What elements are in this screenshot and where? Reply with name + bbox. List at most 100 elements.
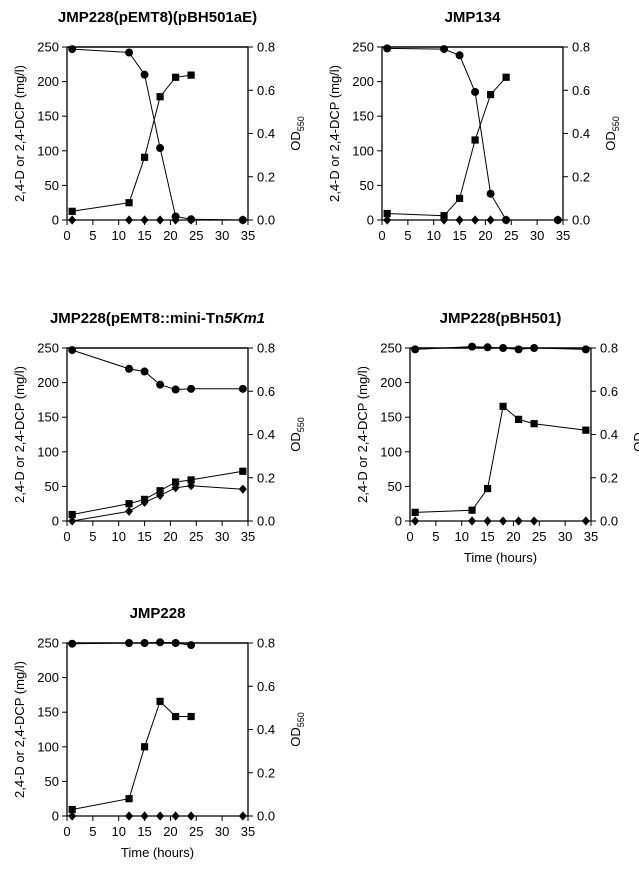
right-y-tick-label: 0.8 [600, 341, 618, 356]
left-y-tick-label: 150 [37, 705, 59, 720]
left-y-tick-label: 50 [360, 178, 374, 193]
data-point-circle [171, 639, 180, 647]
left-y-axis-label: 2,4-D or 2,4-DCP (mg/l) [12, 366, 27, 503]
x-tick-label: 0 [63, 228, 70, 243]
x-tick-label: 20 [163, 824, 177, 839]
data-point-diamond [140, 497, 149, 507]
data-point-diamond [553, 215, 562, 225]
chart-panel-1: JMP228(pEMT8)(pBH501aE) 0 5 10 15 20 25 30 35 0 50… [12, 9, 306, 243]
right-y-tick-label: 0.0 [257, 213, 275, 228]
data-point-square [156, 487, 164, 495]
data-point-square [582, 426, 590, 434]
data-point-circle [156, 144, 165, 153]
data-point-diamond [171, 483, 180, 493]
data-point-square [140, 743, 149, 751]
x-tick-label: 35 [584, 529, 598, 544]
left-y-tick-label: 150 [37, 109, 59, 124]
data-point-circle [440, 45, 449, 54]
right-y-tick-label: 0.4 [257, 126, 275, 141]
x-tick-label: 15 [137, 228, 151, 243]
data-point-circle [238, 384, 247, 393]
right-y-tick-label: 0.6 [257, 83, 275, 98]
x-tick-label: 5 [404, 228, 411, 243]
chart-title-text: JMP228 [130, 605, 186, 622]
left-y-tick-label: 250 [37, 636, 59, 651]
x-tick-label: 0 [63, 529, 70, 544]
data-point-diamond [68, 215, 77, 225]
data-point-square [187, 712, 195, 721]
data-point-diamond [502, 215, 511, 225]
data-point-diamond [383, 215, 392, 225]
data-point-square [140, 153, 149, 161]
data-point-diamond [187, 811, 196, 821]
x-tick-label: 0 [378, 228, 385, 243]
data-point-square [468, 506, 476, 514]
data-point-circle [140, 639, 149, 647]
data-point-circle [68, 639, 77, 648]
data-point-diamond [140, 215, 149, 225]
x-tick-label: 10 [426, 228, 440, 243]
right-y-tick-label: 0.8 [257, 40, 275, 55]
x-tick-label: 35 [241, 228, 255, 243]
data-point-square [68, 805, 76, 814]
data-point-square [471, 136, 479, 144]
left-y-tick-label: 100 [37, 739, 59, 754]
data-point-square [68, 207, 76, 215]
data-point-diamond [156, 215, 165, 225]
right-y-tick-label: 0.0 [257, 809, 275, 824]
right-y-tick-label: 0.4 [572, 126, 590, 141]
x-tick-label: 35 [241, 529, 255, 544]
data-point-diamond [455, 215, 464, 225]
left-y-tick-label: 0 [52, 514, 59, 529]
x-tick-label: 35 [241, 824, 255, 839]
right-y-tick-label: 0.4 [600, 427, 618, 442]
data-point-circle [468, 342, 477, 351]
right-y-label-main: OD [631, 432, 639, 452]
x-tick-label: 5 [432, 529, 439, 544]
data-point-circle [125, 364, 134, 373]
data-point-circle [411, 345, 420, 354]
left-y-tick-label: 50 [388, 479, 402, 494]
series-line-circle [387, 47, 558, 221]
right-y-label-subscript: 550 [296, 116, 306, 131]
left-y-tick-label: 50 [45, 479, 59, 494]
x-tick-label: 25 [189, 824, 203, 839]
left-y-tick-label: 100 [380, 444, 402, 459]
right-y-label-subscript: 550 [611, 116, 621, 131]
x-tick-label: 30 [215, 228, 229, 243]
data-point-circle [156, 380, 165, 389]
right-y-label-subscript: 550 [296, 417, 306, 432]
right-y-tick-label: 0.8 [257, 341, 275, 356]
data-point-diamond [156, 811, 165, 821]
left-y-axis-label: 2,4-D or 2,4-DCP (mg/l) [12, 661, 27, 798]
right-y-tick-label: 0.0 [600, 514, 618, 529]
chart-title: JMP228 [130, 605, 186, 622]
series-line-circle [72, 48, 243, 221]
left-y-axis-label: 2,4-D or 2,4-DCP (mg/l) [327, 65, 342, 202]
data-point-circle [156, 638, 165, 647]
x-tick-label: 20 [163, 228, 177, 243]
x-tick-label: 15 [137, 529, 151, 544]
data-point-square [483, 484, 492, 493]
x-tick-label: 25 [189, 529, 203, 544]
x-tick-label: 0 [63, 824, 70, 839]
right-y-tick-label: 0.2 [572, 169, 590, 184]
left-y-tick-label: 150 [352, 109, 374, 124]
right-y-axis-label: OD550 [288, 417, 306, 452]
x-tick-label: 10 [454, 529, 468, 544]
data-point-circle [68, 45, 77, 54]
right-y-axis-label: OD550 [631, 417, 639, 452]
x-tick-label: 20 [506, 529, 520, 544]
chart-panel-5: JMP228 0 5 10 15 20 25 30 35 0 50 100 150 200 250 0.0 0.… [12, 605, 306, 860]
data-point-square [239, 467, 247, 475]
x-axis-label: Time (hours) [121, 845, 194, 860]
left-y-axis-label: 2,4-D or 2,4-DCP (mg/l) [355, 366, 370, 503]
data-point-diamond [171, 215, 180, 225]
right-y-tick-label: 0.2 [600, 470, 618, 485]
data-point-diamond [140, 811, 149, 821]
chart-title-text: JMP134 [445, 9, 502, 26]
x-tick-label: 25 [189, 228, 203, 243]
data-point-circle [530, 344, 539, 352]
right-y-tick-label: 0.8 [572, 40, 590, 55]
